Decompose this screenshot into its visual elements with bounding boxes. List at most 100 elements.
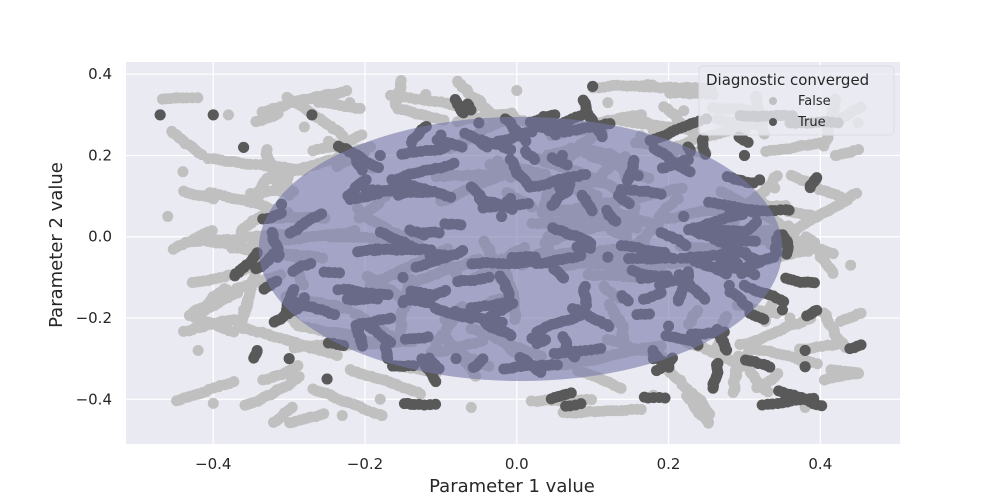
series-false-point <box>207 193 219 205</box>
series-false-point <box>186 276 198 288</box>
series-false-point <box>851 187 863 199</box>
series-true-point <box>248 352 260 364</box>
series-false-point <box>772 368 784 380</box>
legend: Diagnostic converged False True <box>698 65 895 136</box>
series-true-point <box>712 357 724 369</box>
series-false-point <box>156 93 168 105</box>
series-true-point <box>258 283 270 295</box>
series-false-point <box>221 284 233 296</box>
series-false-point <box>250 116 262 128</box>
series-true-point <box>465 104 477 116</box>
series-false-point <box>602 97 614 109</box>
series-false-point <box>414 388 426 400</box>
series-true-point <box>577 94 589 106</box>
series-true-point <box>776 304 788 316</box>
series-true-point <box>430 376 442 388</box>
series-false-point <box>811 358 823 370</box>
y-tick-label: −0.2 <box>76 309 112 327</box>
series-false-point <box>852 367 864 379</box>
series-true-point <box>758 313 770 325</box>
series-false-point <box>635 404 647 416</box>
series-false-point <box>166 125 178 137</box>
x-axis-label: Parameter 1 value <box>429 476 595 497</box>
series-false-point <box>465 401 477 413</box>
y-tick-label: 0.4 <box>88 65 112 83</box>
series-true-point <box>799 361 811 373</box>
series-false-point <box>222 109 234 121</box>
series-false-point <box>785 169 797 181</box>
series-true-point <box>207 109 219 121</box>
y-tick-label: −0.4 <box>76 390 112 408</box>
ellipse-annotation <box>258 116 783 382</box>
legend-label-false: False <box>798 94 831 109</box>
series-false-point <box>354 102 366 114</box>
series-true-point <box>778 296 790 308</box>
series-true-point <box>321 373 333 385</box>
legend-title: Diagnostic converged <box>706 71 869 89</box>
series-true-point <box>430 398 442 410</box>
series-true-point <box>238 141 250 153</box>
series-true-point <box>799 345 811 357</box>
series-false-point <box>511 84 523 96</box>
series-false-point <box>293 371 305 383</box>
series-false-point <box>189 311 201 323</box>
series-false-point <box>284 417 296 429</box>
series-false-point <box>268 416 280 428</box>
series-false-point <box>760 145 772 157</box>
series-false-point <box>853 144 865 156</box>
series-true-point <box>773 385 785 397</box>
y-tick-label: 0.2 <box>88 146 112 164</box>
series-false-point <box>236 317 248 329</box>
series-true-point <box>754 174 766 186</box>
series-false-point <box>635 109 647 121</box>
series-false-point <box>261 144 273 156</box>
series-false-point <box>855 307 867 319</box>
series-true-point <box>742 136 754 148</box>
series-true-point <box>781 248 793 260</box>
series-false-point <box>525 395 537 407</box>
series-false-point <box>322 135 334 147</box>
series-false-point <box>809 237 821 249</box>
series-true-point <box>651 365 663 377</box>
series-false-point <box>395 74 407 86</box>
series-false-point <box>827 248 839 260</box>
series-false-point <box>630 80 642 92</box>
series-false-point <box>376 410 388 422</box>
series-false-point <box>226 242 238 254</box>
legend-marker-false <box>769 97 777 105</box>
series-true-point <box>283 353 295 365</box>
series-true-point <box>721 344 733 356</box>
series-true-point <box>804 182 816 194</box>
series-false-point <box>374 393 386 405</box>
confidence-ellipse <box>258 116 783 382</box>
series-false-point <box>177 166 189 178</box>
series-false-point <box>207 397 219 409</box>
legend-marker-true <box>769 118 777 126</box>
series-false-point <box>678 105 690 117</box>
series-false-point <box>762 386 774 398</box>
series-false-point <box>307 145 319 157</box>
x-tick-label: 0.0 <box>505 455 529 473</box>
x-tick-label: −0.2 <box>347 455 383 473</box>
series-true-point <box>855 339 867 351</box>
series-false-point <box>256 106 268 118</box>
series-true-point <box>740 354 752 366</box>
y-tick-label: 0.0 <box>88 228 112 246</box>
series-false-point <box>288 342 300 354</box>
x-tick-label: 0.4 <box>808 455 832 473</box>
series-false-point <box>162 210 174 222</box>
series-true-point <box>306 109 318 121</box>
series-false-point <box>336 410 348 422</box>
series-true-point <box>697 133 709 145</box>
legend-label-true: True <box>797 115 826 130</box>
series-false-point <box>729 369 741 381</box>
series-false-point <box>197 234 209 246</box>
series-false-point <box>845 259 857 271</box>
series-true-point <box>332 140 344 152</box>
series-false-point <box>257 374 269 386</box>
series-true-point <box>738 149 750 161</box>
series-false-point <box>310 341 322 353</box>
series-true-point <box>587 80 599 92</box>
y-axis-ticks: −0.4 −0.2 0.0 0.2 0.4 <box>76 65 112 408</box>
series-false-point <box>298 121 310 133</box>
